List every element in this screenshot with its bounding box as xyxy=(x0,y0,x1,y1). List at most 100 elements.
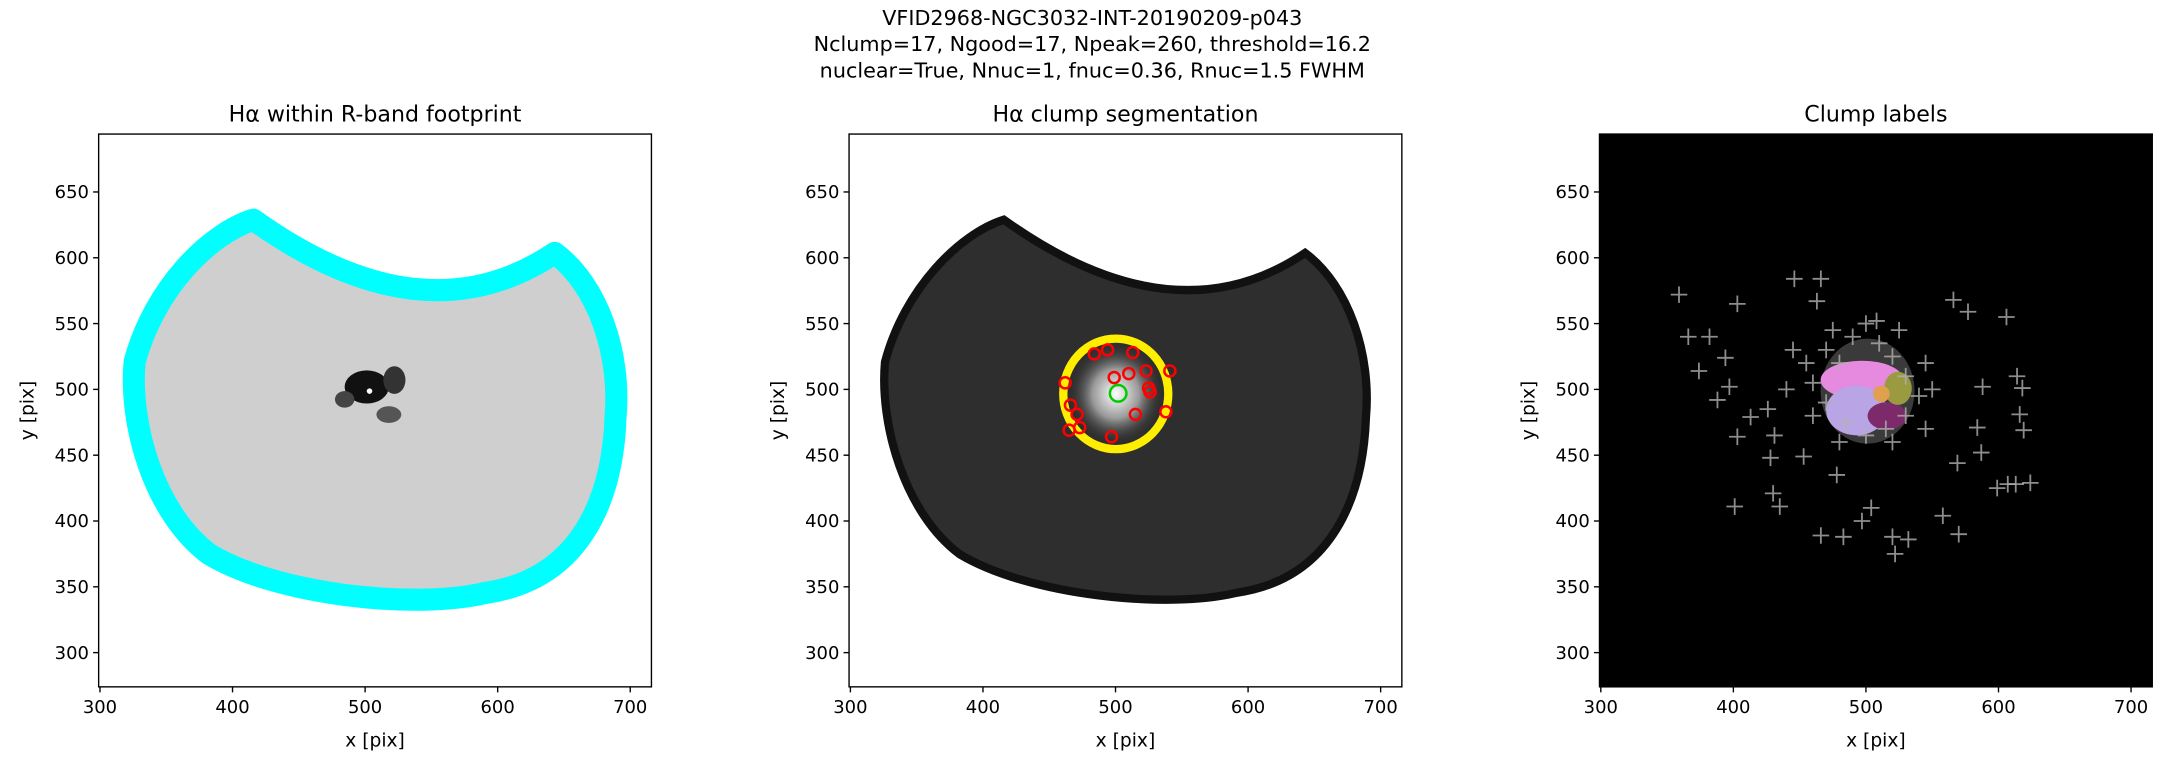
axes-frame xyxy=(848,133,1403,688)
peak-marker xyxy=(1923,381,1941,398)
y-axis-label: y [pix] xyxy=(18,381,39,441)
x-tick-label: 600 xyxy=(1231,697,1265,718)
suptitle: Nclump=17, Ngood=17, Npeak=260, threshol… xyxy=(814,32,1371,56)
x-tick-label: 700 xyxy=(1364,697,1398,718)
clump-marker xyxy=(1122,366,1136,381)
peak-marker xyxy=(1808,292,1826,310)
clump-marker xyxy=(1128,407,1143,422)
peak-marker xyxy=(1857,427,1875,444)
x-tick-label: 600 xyxy=(1981,697,2015,718)
clump-marker xyxy=(1062,423,1076,437)
y-axis-label: y [pix] xyxy=(1519,381,1540,441)
peak-marker xyxy=(1729,295,1746,313)
x-tick-label: 300 xyxy=(1584,697,1618,718)
peak-marker xyxy=(1795,448,1812,465)
axes-title: Hα clump segmentation xyxy=(992,102,1258,128)
peak-marker xyxy=(1950,525,1968,543)
x-axis-label: x [pix] xyxy=(345,730,405,751)
marker-layer xyxy=(1058,343,1177,444)
x-tick-label: 700 xyxy=(2114,697,2148,718)
y-tick-label: 300 xyxy=(1556,643,1590,664)
suptitle: VFID2968-NGC3032-INT-20190209-p043 xyxy=(882,6,1302,30)
y-tick-label: 300 xyxy=(55,643,89,664)
peak-marker xyxy=(1831,354,1848,372)
peak-marker xyxy=(1884,433,1901,451)
clump-marker xyxy=(1163,364,1177,378)
peak-marker xyxy=(1797,354,1815,372)
peak-marker xyxy=(1759,400,1777,418)
y-tick-label: 600 xyxy=(55,248,89,269)
axes-group: Hα within R-band footprint x [pix] y [pix]… xyxy=(18,102,2153,751)
y-tick-label: 300 xyxy=(805,643,839,664)
x-tick-label: 500 xyxy=(348,697,382,718)
y-tick-label: 500 xyxy=(55,380,89,401)
peak-marker xyxy=(1998,308,2015,326)
peak-marker xyxy=(1835,528,1852,546)
peak-marker xyxy=(1897,407,1914,425)
y-tick-label: 400 xyxy=(1556,511,1590,532)
clump-marker xyxy=(1063,398,1078,412)
x-axis-label: x [pix] xyxy=(1096,730,1156,751)
clump-marker xyxy=(1108,383,1128,403)
peak-marker xyxy=(1934,507,1952,525)
y-tick-label: 550 xyxy=(1556,314,1590,335)
peak-marker xyxy=(2011,406,2029,423)
image-segmentation xyxy=(849,134,1402,687)
y-tick-label: 350 xyxy=(55,577,89,598)
clump-marker xyxy=(1107,370,1121,385)
peak-marker xyxy=(1945,291,1962,309)
peak-marker xyxy=(1959,303,1977,321)
peak-marker xyxy=(1729,428,1746,446)
y-tick-label: 550 xyxy=(805,314,839,335)
clump-marker xyxy=(1087,347,1102,361)
peak-marker xyxy=(1680,328,1697,346)
peak-marker xyxy=(1742,408,1759,426)
peak-marker xyxy=(1917,420,1934,438)
marker-layer xyxy=(1670,270,2039,563)
peak-marker xyxy=(1764,485,1782,502)
image-labels xyxy=(1599,134,2153,687)
clump-marker xyxy=(1058,376,1072,390)
y-tick-label: 550 xyxy=(55,314,89,335)
peak-marker xyxy=(1817,394,1835,411)
peak-marker xyxy=(1974,378,1991,396)
peak-marker xyxy=(1897,367,1914,385)
y-tick-label: 350 xyxy=(1556,577,1590,598)
peak-marker xyxy=(1868,312,1885,330)
peak-marker xyxy=(1726,498,1743,515)
clump-marker xyxy=(1139,364,1153,378)
y-tick-label: 650 xyxy=(1556,182,1590,203)
peak-marker xyxy=(2008,367,2026,385)
peak-marker xyxy=(1949,454,1966,472)
peak-marker xyxy=(1762,449,1779,467)
peak-marker xyxy=(1853,512,1871,530)
peak-marker xyxy=(1988,479,2006,497)
y-tick-label: 350 xyxy=(805,577,839,598)
clump-marker xyxy=(1104,430,1119,444)
peak-marker xyxy=(1701,328,1718,346)
peak-marker xyxy=(1786,270,1803,288)
peak-marker xyxy=(1784,341,1802,359)
axes-title: Clump labels xyxy=(1804,102,1947,128)
x-axis-label: x [pix] xyxy=(1846,730,1906,751)
x-tick-label: 300 xyxy=(833,697,867,718)
peak-marker xyxy=(1968,419,1986,436)
peak-marker xyxy=(1884,348,1901,365)
peak-marker xyxy=(1721,378,1738,396)
y-tick-label: 650 xyxy=(55,182,89,203)
x-tick-label: 700 xyxy=(613,697,647,718)
y-tick-label: 650 xyxy=(805,182,839,203)
x-tick-label: 400 xyxy=(215,697,249,718)
x-tick-label: 300 xyxy=(83,697,117,718)
y-tick-label: 500 xyxy=(1556,380,1590,401)
peak-marker xyxy=(1890,321,1908,339)
y-tick-label: 400 xyxy=(55,511,89,532)
peak-marker xyxy=(1717,349,1734,367)
peak-marker xyxy=(1778,381,1795,398)
suptitle: nuclear=True, Nnuc=1, fnuc=0.36, Rnuc=1.… xyxy=(820,58,1365,82)
peak-marker xyxy=(1804,407,1822,425)
y-tick-label: 600 xyxy=(805,248,839,269)
peak-marker xyxy=(1972,444,1990,461)
x-tick-label: 600 xyxy=(481,697,515,718)
